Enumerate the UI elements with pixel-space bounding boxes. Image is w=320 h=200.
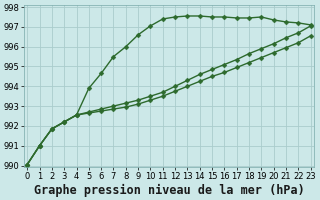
- X-axis label: Graphe pression niveau de la mer (hPa): Graphe pression niveau de la mer (hPa): [34, 183, 304, 197]
